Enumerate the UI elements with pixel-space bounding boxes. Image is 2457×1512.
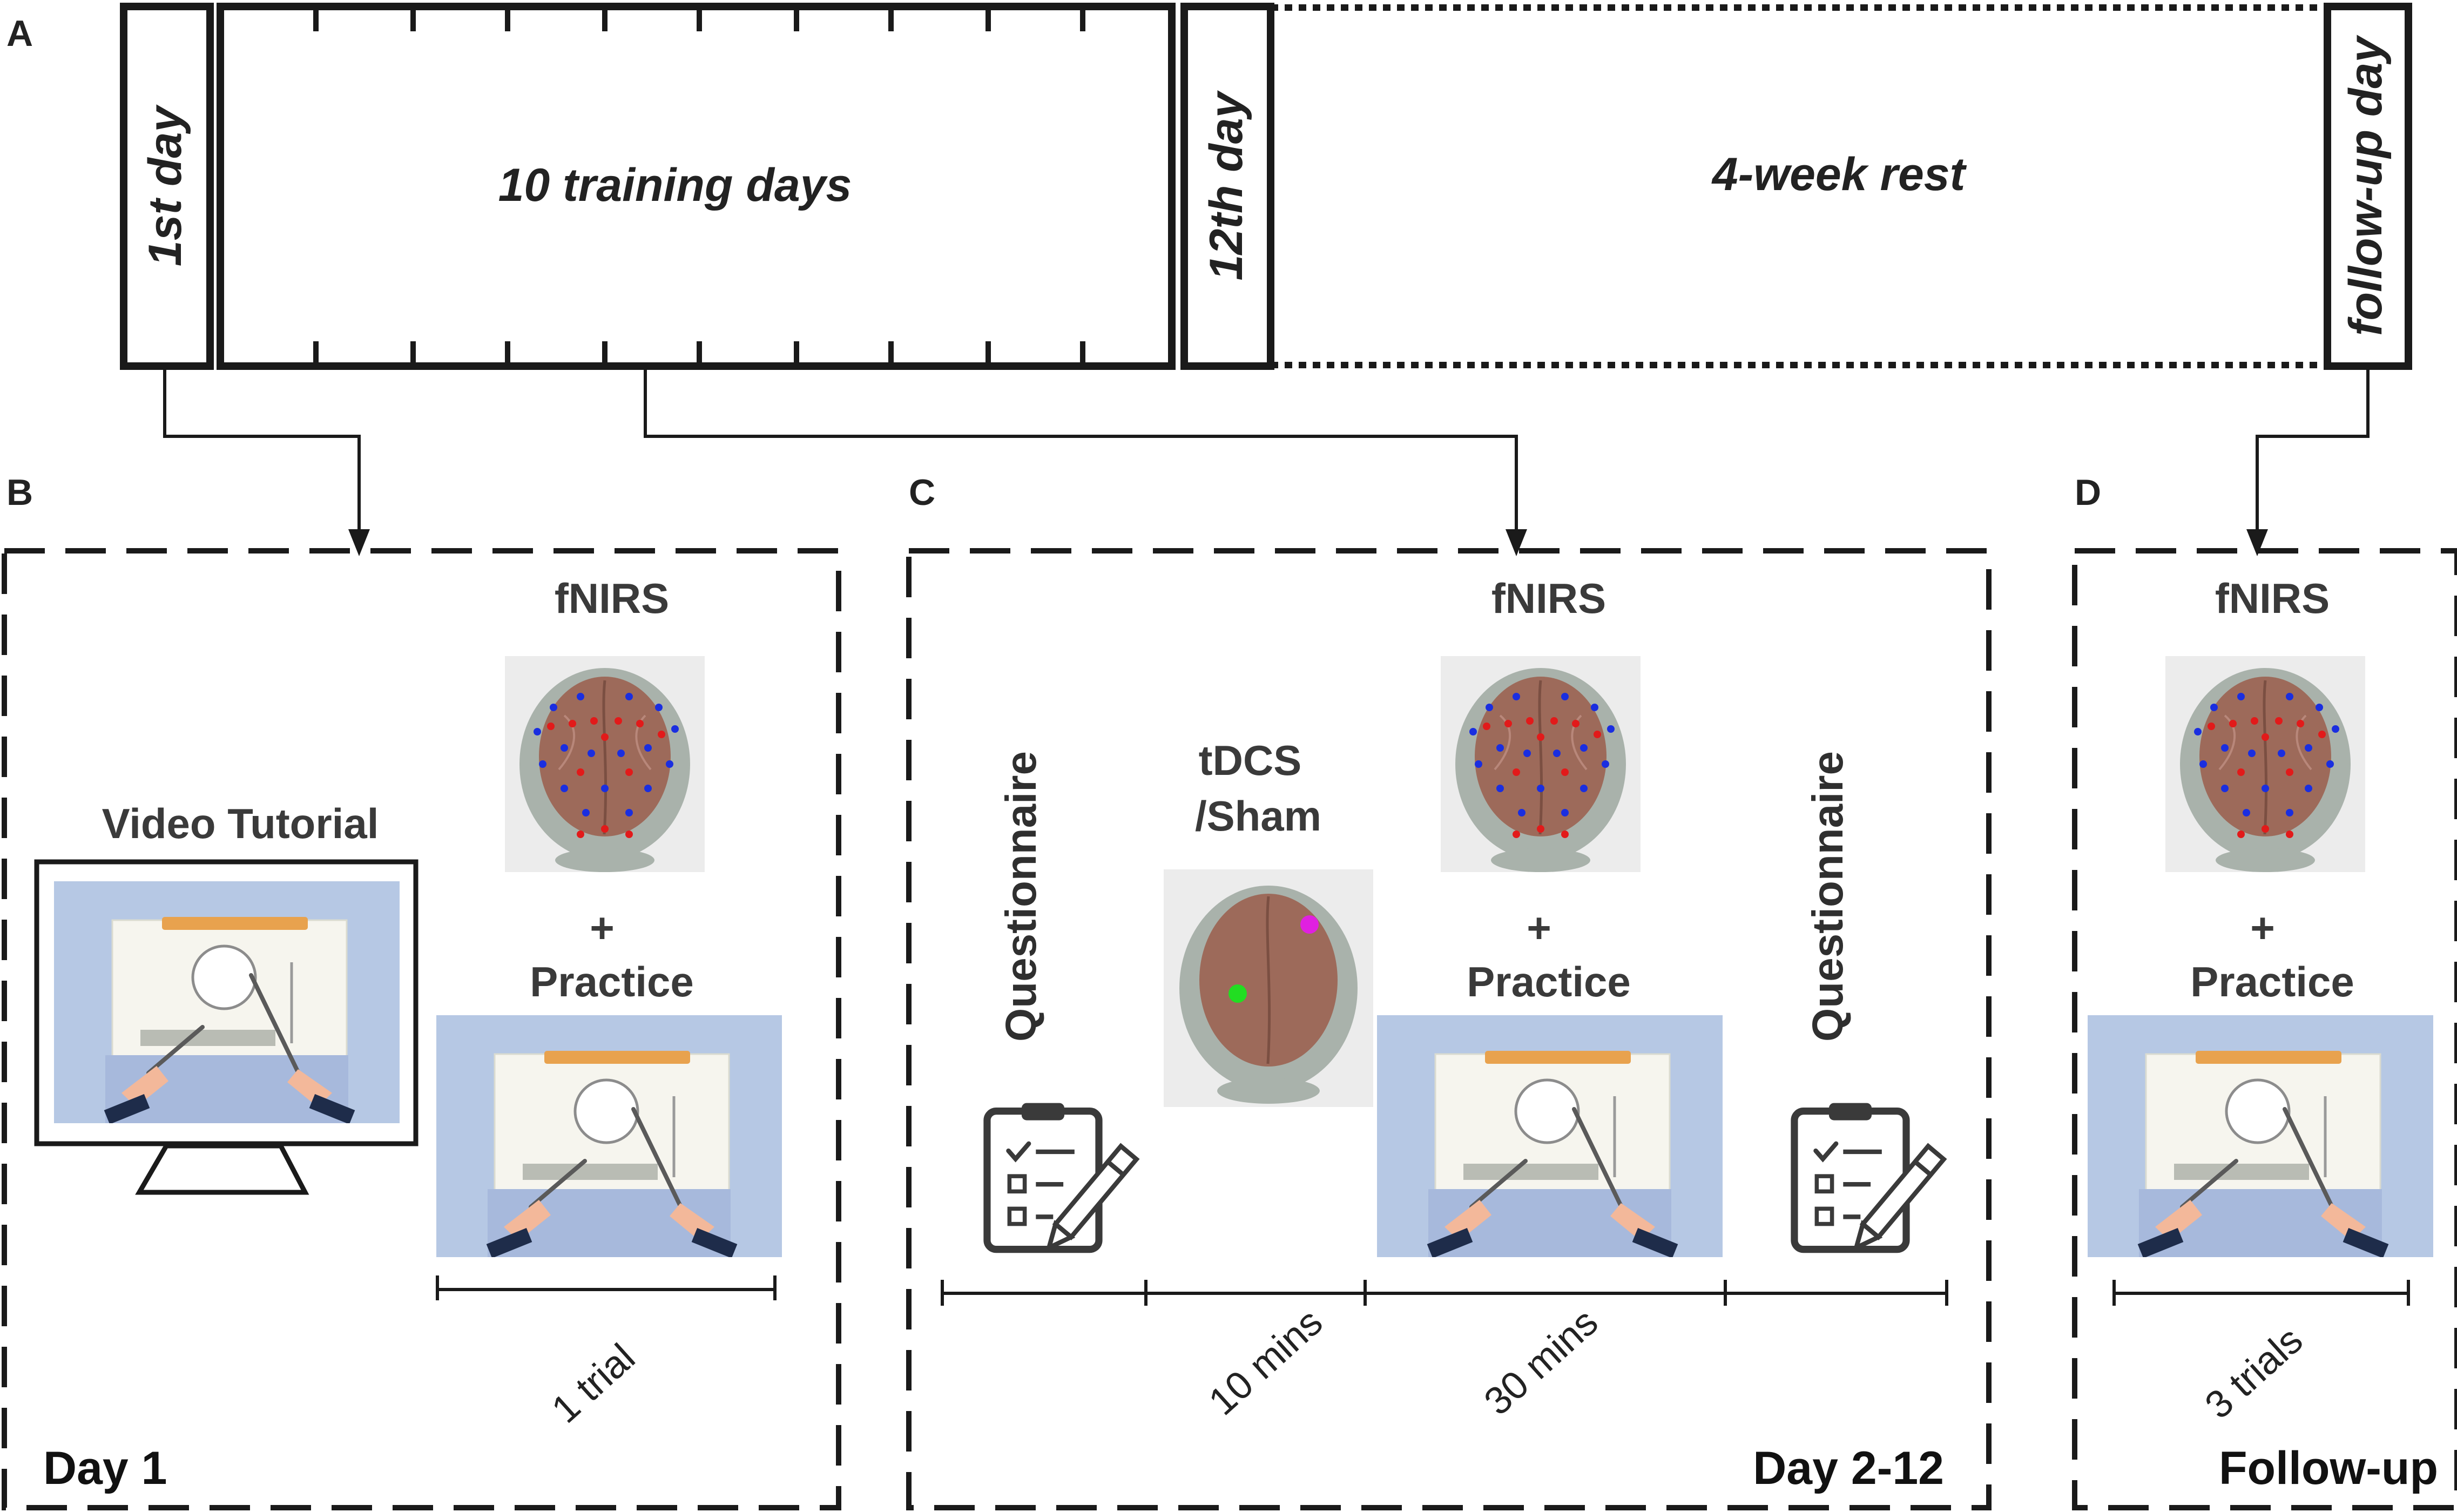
follow-up-practice-illustration — [2088, 1015, 2433, 1258]
pre-questionnaire-clipboard-icon — [987, 1103, 1137, 1254]
training-days-box — [217, 3, 1176, 370]
day1-practice-label: Practice — [530, 958, 694, 1005]
day1-panel — [2, 548, 841, 1510]
arrow-to-follow-up — [2256, 366, 2370, 540]
follow-up-duration-bracket — [2112, 1280, 2410, 1306]
tdcs-label: tDCS — [1199, 737, 1302, 784]
monitor-stand — [135, 1143, 309, 1195]
day2-12-fnirs-label: fNIRS — [1491, 575, 1606, 622]
panel-letter-b: B — [6, 472, 33, 513]
electrode-anode — [1300, 915, 1319, 934]
monitor — [34, 859, 418, 1195]
practice-duration-label: 30 mins — [1476, 1300, 1606, 1423]
panel-letter-d: D — [2075, 472, 2101, 513]
follow-up-plus: + — [2250, 904, 2275, 951]
follow-up-practice-label: Practice — [2190, 958, 2354, 1005]
follow-up-label: Follow-up — [2219, 1442, 2438, 1494]
day1-fnirs-brain — [505, 656, 705, 872]
arrow-to-day1 — [163, 366, 361, 540]
day1-duration-label: 1 trial — [544, 1336, 643, 1432]
arrow-head-follow-up — [2246, 529, 2268, 556]
post-questionnaire-label: Questionnaire — [1804, 751, 1852, 1042]
connector-arrows — [163, 366, 2370, 540]
tdcs-duration-label: 10 mins — [1200, 1300, 1331, 1423]
follow-up-duration-label: 3 trials — [2197, 1318, 2311, 1427]
video-tutorial-illustration — [54, 881, 400, 1124]
day1-duration-bracket — [436, 1275, 777, 1300]
arrow-head-day1 — [348, 529, 370, 556]
first-day-label: 1st day — [139, 104, 191, 267]
training-days-label: 10 training days — [498, 159, 852, 211]
day1-practice-illustration — [436, 1015, 782, 1258]
day1-plus: + — [590, 904, 615, 951]
day2-12-timeline-bracket — [941, 1280, 1948, 1306]
timeline: 1st day 10 training days 12th day 4-week… — [120, 3, 2412, 370]
video-tutorial-title: Video Tutorial — [102, 800, 379, 847]
arrow-to-day2-12 — [644, 366, 1518, 540]
follow-up-panel — [2072, 548, 2457, 1510]
training-day-ticks — [313, 6, 1085, 366]
pre-questionnaire-label: Questionnaire — [997, 751, 1045, 1042]
day2-12-practice-illustration — [1377, 1015, 1723, 1258]
panel-letter-a: A — [6, 13, 33, 54]
twelfth-day-box — [1180, 3, 1274, 370]
panel-letter-c: C — [909, 472, 935, 513]
follow-up-fnirs-brain — [2165, 656, 2365, 872]
sham-label: /Sham — [1195, 792, 1321, 840]
day2-12-fnirs-brain — [1441, 656, 1641, 872]
day2-12-plus: + — [1527, 904, 1551, 951]
arrow-heads — [348, 529, 2268, 556]
first-day-box — [120, 3, 214, 370]
twelfth-day-label: 12th day — [1200, 90, 1252, 280]
follow-up-day-label: follow-up day — [2340, 35, 2392, 336]
electrode-cathode — [1228, 984, 1247, 1003]
day2-12-panel — [906, 548, 1992, 1510]
rest-label: 4-week rest — [1711, 148, 1967, 200]
post-questionnaire-clipboard-icon — [1794, 1103, 1944, 1254]
arrow-head-day2-12 — [1506, 529, 1527, 556]
day1-label: Day 1 — [43, 1442, 167, 1494]
day2-12-practice-label: Practice — [1467, 958, 1631, 1005]
tdcs-brain — [1164, 869, 1373, 1107]
follow-up-fnirs-label: fNIRS — [2215, 575, 2330, 622]
day1-fnirs-label: fNIRS — [555, 575, 669, 622]
day2-12-label: Day 2-12 — [1753, 1442, 1944, 1494]
